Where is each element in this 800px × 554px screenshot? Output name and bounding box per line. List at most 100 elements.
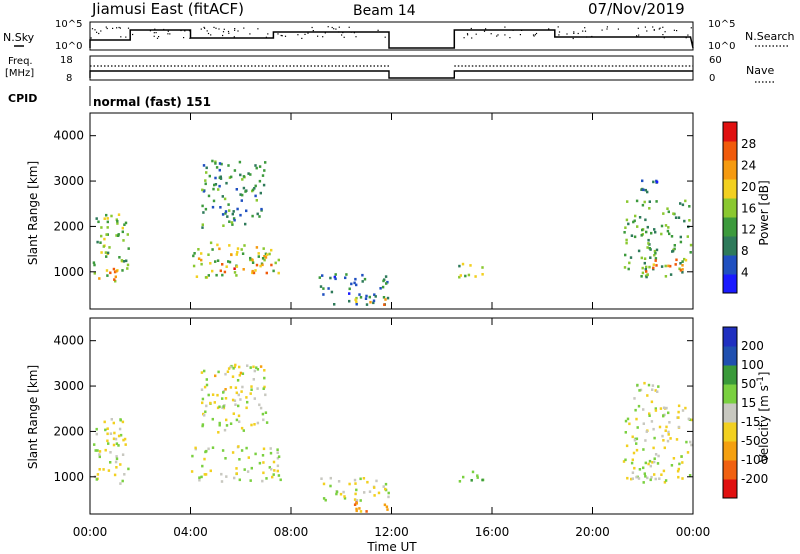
power-colorbar-segment <box>723 141 737 161</box>
power-cell <box>353 281 356 285</box>
cpid-value: normal (fast) 151 <box>93 95 211 109</box>
power-cell <box>348 287 351 291</box>
velocity-cell <box>114 437 118 441</box>
velocity-cell <box>98 468 101 471</box>
power-cell <box>688 219 691 222</box>
nsearch-label: N.Search <box>745 30 795 43</box>
velocity-cell <box>650 400 654 404</box>
velocity-cell <box>204 410 207 414</box>
velocity-colorbar-label: Velocity [m s-1] <box>756 372 771 463</box>
power-cell <box>95 217 98 220</box>
power-cell <box>103 237 106 241</box>
velocity-cell <box>658 425 662 429</box>
nsearch-point <box>497 34 499 36</box>
nsearch-point <box>215 27 217 29</box>
power-cell <box>261 263 264 267</box>
power-cell <box>214 176 217 180</box>
velocity-cell <box>362 477 366 480</box>
nsearch-point <box>132 33 134 36</box>
power-cell <box>379 287 382 290</box>
nsearch-point <box>167 30 169 32</box>
velocity-cell <box>268 466 271 469</box>
power-cell <box>363 277 367 281</box>
power-cell <box>645 265 648 269</box>
velocity-cell <box>114 460 118 464</box>
nsky-trace <box>89 26 694 49</box>
power-cell <box>235 253 238 256</box>
velocity-cell <box>201 464 204 468</box>
velocity-cell <box>385 505 389 509</box>
power-cell <box>249 258 252 262</box>
velocity-cell <box>243 468 246 471</box>
power-ytick-label: 1000 <box>53 265 84 279</box>
nsearch-point <box>519 34 521 36</box>
power-cell <box>640 234 643 237</box>
power-cell <box>640 256 643 260</box>
power-cell <box>232 210 235 213</box>
power-cell <box>205 166 208 170</box>
velocity-cell <box>93 443 96 446</box>
power-cell <box>255 263 259 267</box>
velocity-cell <box>242 429 245 432</box>
velocity-cell <box>233 399 237 402</box>
power-cell <box>218 162 222 165</box>
power-cell <box>121 230 124 234</box>
velocity-ytick-label: 1000 <box>53 470 84 484</box>
velocity-cell <box>642 481 645 484</box>
nsearch-point <box>606 28 608 30</box>
velocity-cell <box>109 451 112 454</box>
power-cell <box>647 242 650 245</box>
power-cell <box>224 210 228 213</box>
power-cell <box>640 188 643 191</box>
velocity-cell <box>635 442 638 445</box>
power-region <box>354 296 387 306</box>
velocity-cell <box>262 418 265 422</box>
power-cell <box>681 260 684 263</box>
nave-label: Nave <box>746 64 774 77</box>
power-cell <box>649 256 652 259</box>
velocity-cell <box>211 417 214 421</box>
nsearch-point <box>200 28 202 30</box>
nsearch-point <box>467 34 469 36</box>
nsearch-point <box>223 28 225 30</box>
power-cell <box>211 159 214 163</box>
velocity-cell <box>205 383 209 387</box>
power-cell <box>467 273 471 277</box>
power-cell <box>221 273 224 277</box>
power-cell <box>654 230 657 234</box>
velocity-cell <box>670 464 674 467</box>
velocity-cell <box>218 423 221 427</box>
velocity-cell <box>104 428 107 432</box>
velocity-cell <box>231 375 235 378</box>
velocity-cell <box>654 477 657 481</box>
power-cell <box>481 266 484 269</box>
velocity-cell <box>203 369 206 373</box>
velocity-cell <box>119 418 122 422</box>
velocity-cell <box>639 388 643 392</box>
velocity-cell <box>259 406 263 410</box>
velocity-cell <box>96 473 100 476</box>
power-cell <box>674 216 678 219</box>
velocity-cell <box>686 451 690 454</box>
nsearch-point <box>153 32 155 34</box>
power-cell <box>197 248 200 251</box>
velocity-cell <box>632 451 636 455</box>
nsearch-point <box>322 36 324 38</box>
velocity-colorbar-tick: 100 <box>741 358 764 372</box>
power-cell <box>228 244 231 247</box>
velocity-cell <box>240 390 243 393</box>
power-cell <box>242 175 246 178</box>
velocity-cell <box>249 479 252 482</box>
freq-trace <box>89 65 693 79</box>
velocity-colorbar-segment <box>723 460 737 480</box>
velocity-cell <box>329 476 332 480</box>
velocity-cell <box>651 388 654 391</box>
velocity-cell <box>107 469 111 472</box>
velocity-cell <box>262 471 265 475</box>
nsearch-point <box>617 28 619 30</box>
power-ytick-label: 3000 <box>53 174 84 188</box>
velocity-cell <box>657 385 660 388</box>
power-cell <box>458 264 461 268</box>
velocity-cell <box>684 406 687 410</box>
power-cell <box>623 266 627 269</box>
